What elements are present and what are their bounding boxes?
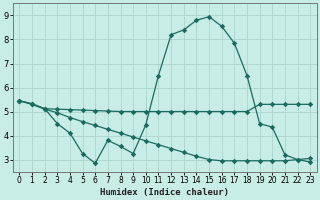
X-axis label: Humidex (Indice chaleur): Humidex (Indice chaleur) [100, 188, 229, 197]
